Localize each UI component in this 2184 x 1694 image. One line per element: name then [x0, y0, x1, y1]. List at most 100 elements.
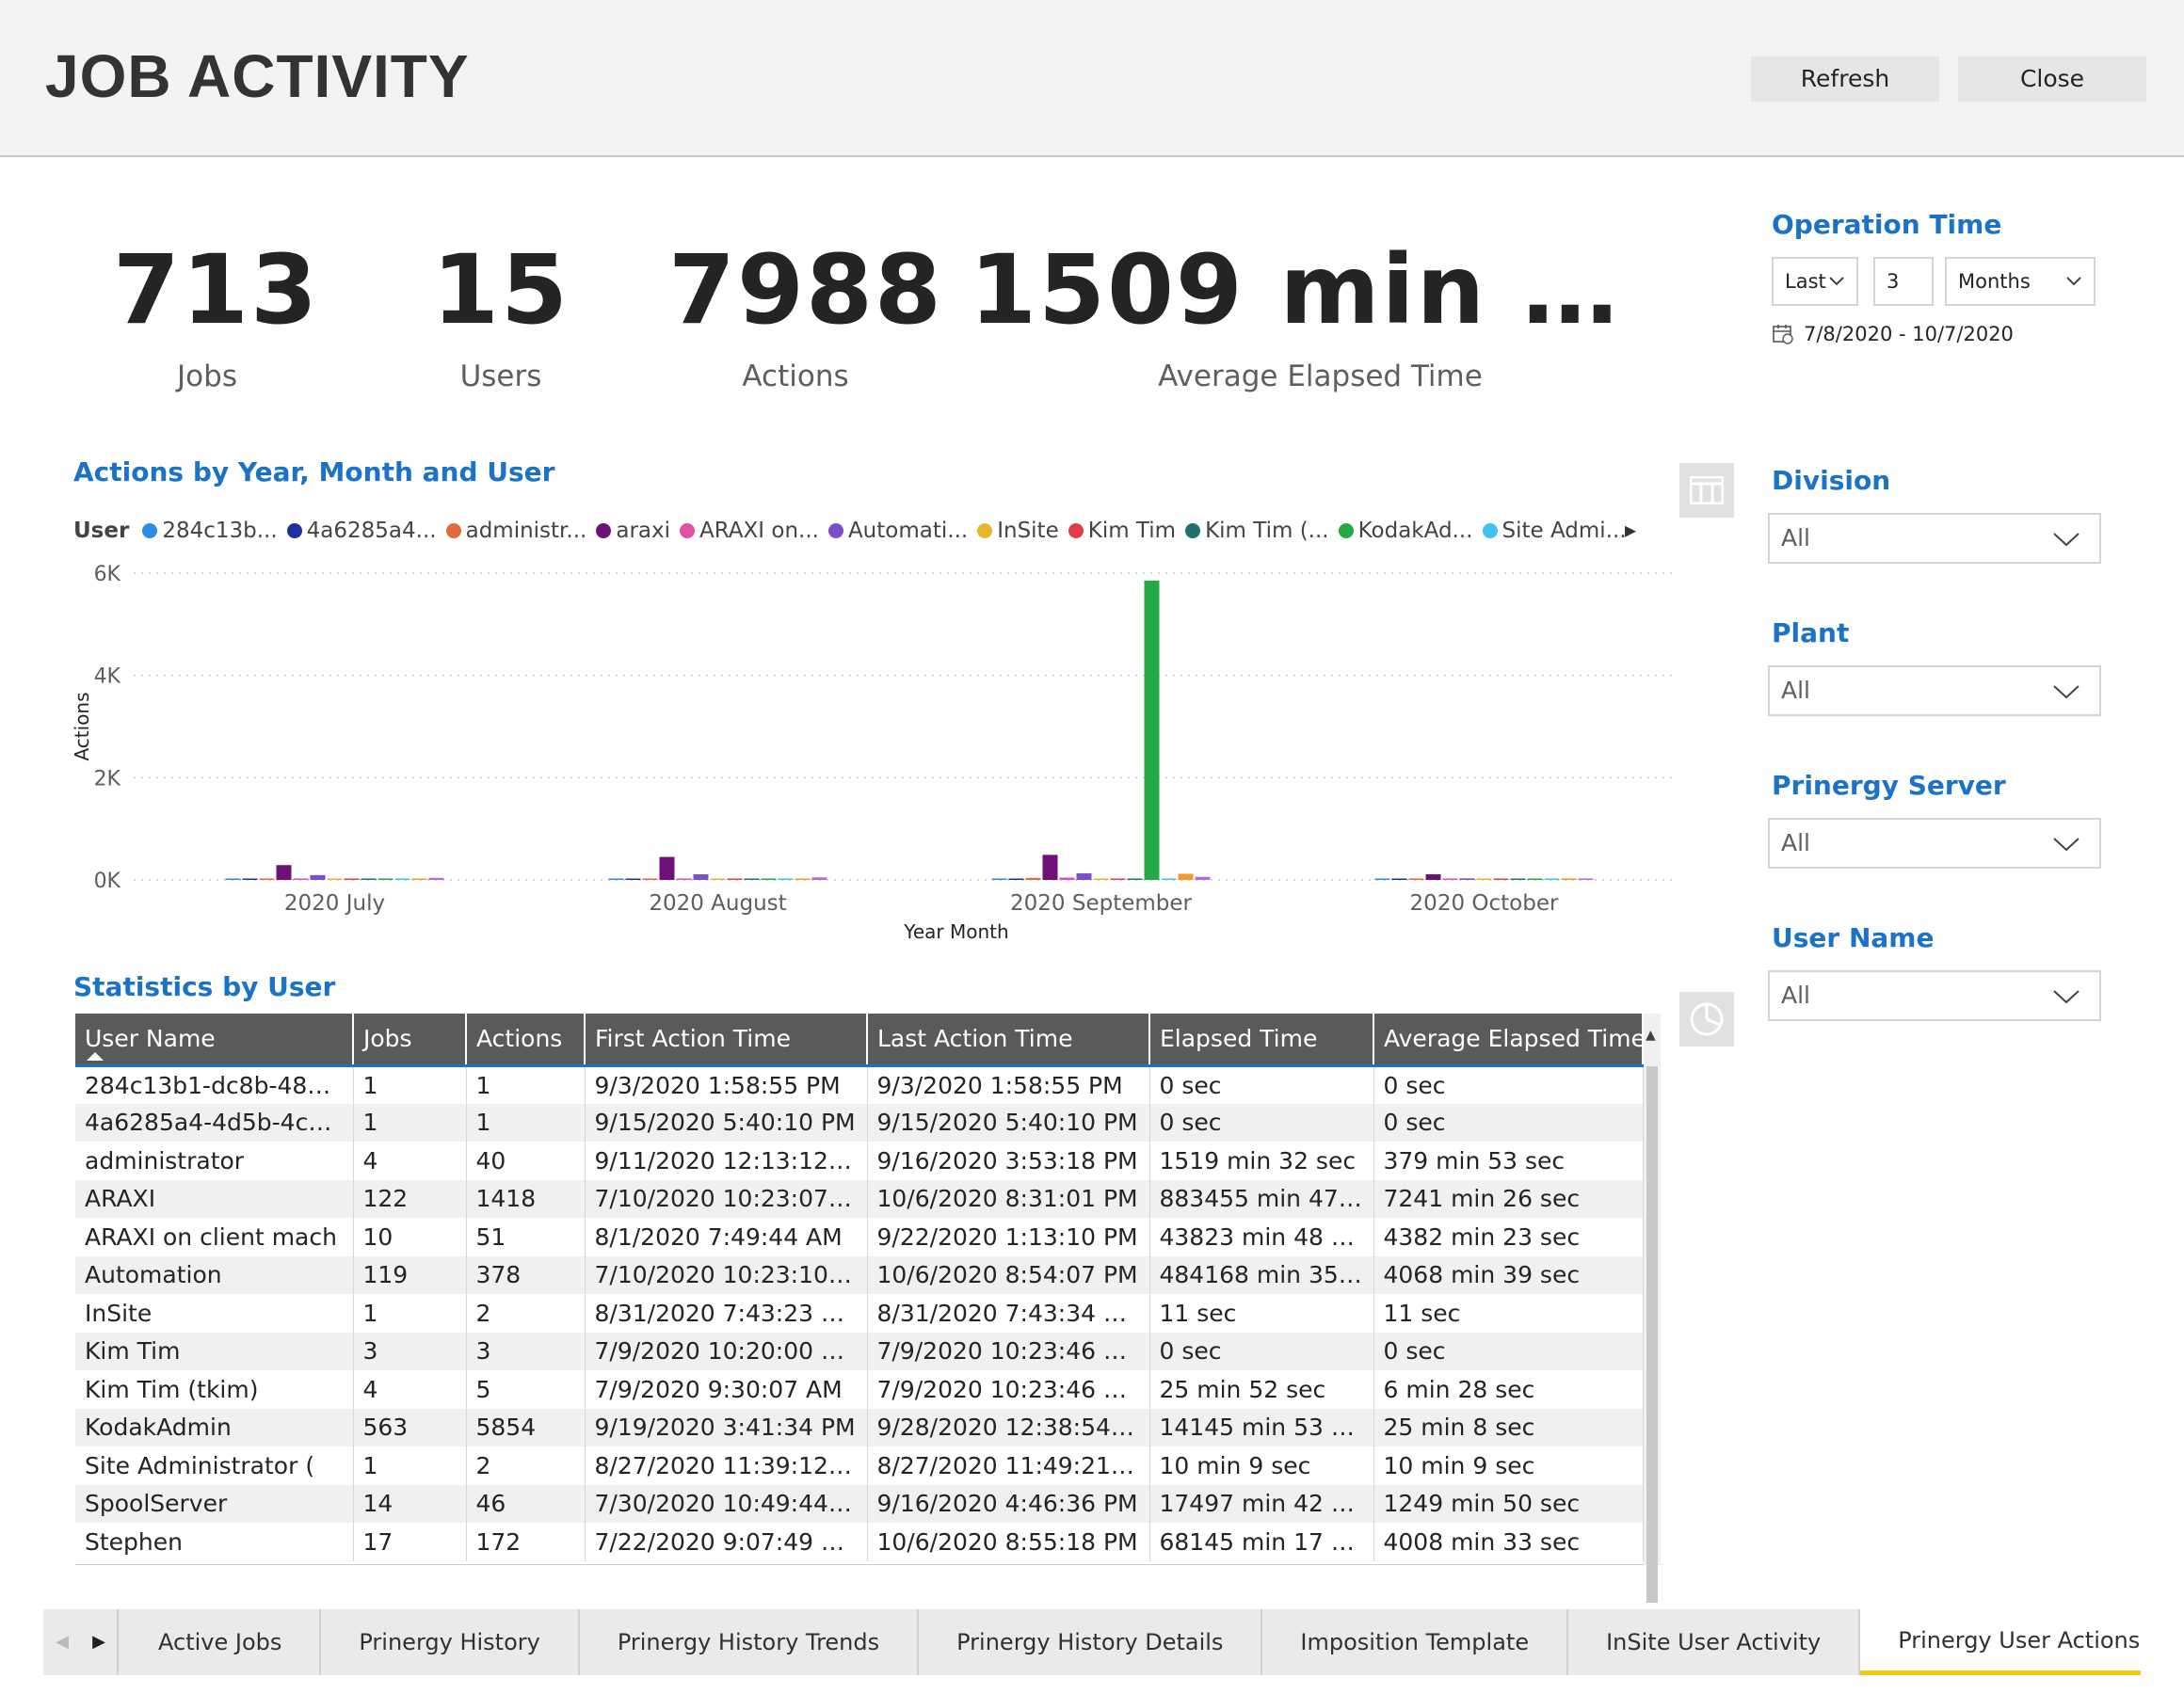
- tab-prinergy-history[interactable]: Prinergy History: [321, 1609, 580, 1675]
- chart-bar: [1144, 580, 1160, 880]
- division-dropdown[interactable]: All: [1768, 513, 2101, 564]
- legend-item[interactable]: araxi: [596, 519, 670, 543]
- chart-bar: [727, 878, 743, 880]
- cell-elapsed-time: 883455 min 47 s...: [1149, 1179, 1374, 1218]
- cell-user-name: SpoolServer: [75, 1484, 354, 1523]
- legend-item[interactable]: KodakAd...: [1338, 519, 1473, 543]
- table-row[interactable]: InSite 1 2 8/31/2020 7:43:23 AM 8/31/2020 7:…: [75, 1294, 1644, 1333]
- user-name-title: User Name: [1772, 922, 1935, 953]
- cell-average-elapsed-time: 0 sec: [1373, 1332, 1644, 1370]
- legend-item[interactable]: Kim Tim: [1068, 519, 1176, 543]
- table-row[interactable]: KodakAdmin 563 5854 9/19/2020 3:41:34 PM 9/2…: [75, 1408, 1644, 1446]
- chart-bar: [1425, 874, 1441, 880]
- relative-count-value: 3: [1887, 270, 1900, 293]
- col-header-last-action-time[interactable]: Last Action Time: [867, 1014, 1150, 1065]
- table-row[interactable]: ARAXI 122 1418 7/10/2020 10:23:07 A... 10/6/…: [75, 1179, 1644, 1218]
- legend-item[interactable]: Site Admi...: [1482, 519, 1627, 543]
- close-button[interactable]: Close: [1958, 56, 2146, 102]
- cell-user-name: Stephen: [75, 1523, 354, 1561]
- table-row[interactable]: Stephen 17 172 7/22/2020 9:07:49 AM 10/6/202…: [75, 1523, 1644, 1561]
- cell-jobs: 119: [353, 1255, 467, 1294]
- cell-actions: 1: [466, 1103, 586, 1142]
- table-row[interactable]: ARAXI on client mach 10 51 8/1/2020 7:49:44…: [75, 1218, 1644, 1256]
- cell-last-action-time: 9/28/2020 12:38:54 PM: [867, 1408, 1150, 1446]
- table-row[interactable]: Kim Tim (tkim) 4 5 7/9/2020 9:30:07 AM 7/9/2…: [75, 1370, 1644, 1409]
- cell-jobs: 4: [353, 1142, 467, 1180]
- legend-item[interactable]: administr...: [445, 519, 586, 543]
- cell-actions: 378: [466, 1255, 586, 1294]
- cell-average-elapsed-time: 1249 min 50 sec: [1373, 1484, 1644, 1523]
- col-header-user-name[interactable]: User Name: [75, 1014, 354, 1065]
- col-header-jobs[interactable]: Jobs: [353, 1014, 467, 1065]
- tab-prinergy-history-details[interactable]: Prinergy History Details: [919, 1609, 1263, 1675]
- relative-unit-select[interactable]: Months: [1945, 257, 2096, 306]
- tab-insite-user-activity[interactable]: InSite User Activity: [1568, 1609, 1861, 1675]
- legend-label: 4a6285a4...: [306, 519, 437, 543]
- prinergy-server-value: All: [1781, 829, 1810, 856]
- table-row[interactable]: Site Administrator (1 2 8/27/2020 11:39:12…: [75, 1446, 1644, 1485]
- cell-average-elapsed-time: 25 min 8 sec: [1373, 1408, 1644, 1446]
- pie-chart-icon[interactable]: [1679, 992, 1734, 1047]
- plant-dropdown[interactable]: All: [1768, 665, 2101, 716]
- chart-title: Actions by Year, Month and User: [73, 456, 555, 487]
- legend-item[interactable]: Kim Tim (...: [1185, 519, 1329, 543]
- legend-item[interactable]: InSite: [977, 519, 1059, 543]
- tab-next-icon[interactable]: ▶: [81, 1609, 119, 1675]
- legend-dot-icon: [142, 523, 158, 538]
- chart-bar: [394, 878, 410, 880]
- col-header-actions[interactable]: Actions: [466, 1014, 586, 1065]
- page-tabs-bar: ◀ ▶ Active Jobs Prinergy History Prinergy …: [43, 1609, 2141, 1675]
- table-row[interactable]: SpoolServer 14 46 7/30/2020 10:49:44 A... 9/…: [75, 1484, 1644, 1523]
- user-name-value: All: [1781, 982, 1810, 1009]
- tab-prinergy-user-actions[interactable]: Prinergy User Actions: [1860, 1609, 2141, 1675]
- relative-mode-select[interactable]: Last: [1772, 257, 1858, 306]
- user-name-dropdown[interactable]: All: [1768, 970, 2101, 1021]
- table-row[interactable]: Kim Tim 3 3 7/9/2020 10:20:00 AM 7/9/2020 10…: [75, 1332, 1644, 1370]
- kpi-users-card: 15 Users: [407, 243, 595, 394]
- cell-elapsed-time: 68145 min 17 sec: [1149, 1523, 1374, 1561]
- tab-active-jobs[interactable]: Active Jobs: [120, 1609, 322, 1675]
- chart-bar: [676, 878, 692, 880]
- cell-jobs: 10: [353, 1218, 467, 1256]
- chevron-down-icon: [2053, 990, 2080, 1004]
- prinergy-server-dropdown[interactable]: All: [1768, 818, 2101, 869]
- chart-bar: [778, 878, 794, 880]
- refresh-button[interactable]: Refresh: [1751, 56, 1939, 102]
- scroll-up-icon[interactable]: ▲: [1646, 1028, 1656, 1043]
- col-header-elapsed-time[interactable]: Elapsed Time: [1149, 1014, 1374, 1065]
- cell-average-elapsed-time: 11 sec: [1373, 1294, 1644, 1333]
- cell-first-action-time: 7/10/2020 10:23:07 A...: [585, 1179, 868, 1218]
- table-row[interactable]: Automation 119 378 7/10/2020 10:23:10 A... 1…: [75, 1255, 1644, 1294]
- division-value: All: [1781, 524, 1810, 551]
- table-row[interactable]: 4a6285a4-4d5b-4c9c... 1 1 9/15/2020 5:40:10…: [75, 1103, 1644, 1142]
- col-header-first-action-time[interactable]: First Action Time: [585, 1014, 868, 1065]
- table-row[interactable]: administrator 4 40 9/11/2020 12:13:12 A... 9…: [75, 1142, 1644, 1180]
- cell-elapsed-time: 10 min 9 sec: [1149, 1446, 1374, 1485]
- col-header-average-elapsed-time[interactable]: Average Elapsed Time: [1373, 1014, 1644, 1065]
- table-view-icon[interactable]: [1679, 463, 1734, 518]
- legend-item[interactable]: 284c13b...: [142, 519, 278, 543]
- legend-next-icon[interactable]: ▸: [1625, 517, 1637, 543]
- cell-user-name: Kim Tim (tkim): [75, 1370, 354, 1409]
- chart-bar: [811, 877, 827, 880]
- legend-item[interactable]: ARAXI on...: [680, 519, 819, 543]
- chart-bar: [1459, 878, 1475, 880]
- relative-count-input[interactable]: 3: [1873, 257, 1934, 306]
- tab-prinergy-history-trends[interactable]: Prinergy History Trends: [579, 1609, 920, 1675]
- table-row[interactable]: 284c13b1-dc8b-4858... 1 1 9/3/2020 1:58:55 …: [75, 1065, 1644, 1104]
- scrollbar-thumb[interactable]: [1646, 1066, 1658, 1603]
- kpi-avg-elapsed-value: 1509 min 40 s...: [970, 243, 1671, 339]
- cell-actions: 2: [466, 1294, 586, 1333]
- chart-bar: [1442, 878, 1458, 880]
- table-scrollbar[interactable]: ▲: [1644, 1014, 1661, 1603]
- legend-item[interactable]: Automati...: [827, 519, 968, 543]
- cell-user-name: InSite: [75, 1294, 354, 1333]
- tab-imposition-template[interactable]: Imposition Template: [1262, 1609, 1569, 1675]
- chart-bar: [1076, 872, 1092, 880]
- chevron-down-icon: [1829, 277, 1844, 286]
- tab-prev-icon[interactable]: ◀: [56, 1632, 69, 1652]
- cell-last-action-time: 7/9/2020 10:23:46 AM: [867, 1332, 1150, 1370]
- legend-item[interactable]: 4a6285a4...: [286, 519, 437, 543]
- x-tick-label: 2020 August: [649, 891, 786, 916]
- cell-last-action-time: 8/31/2020 7:43:34 AM: [867, 1294, 1150, 1333]
